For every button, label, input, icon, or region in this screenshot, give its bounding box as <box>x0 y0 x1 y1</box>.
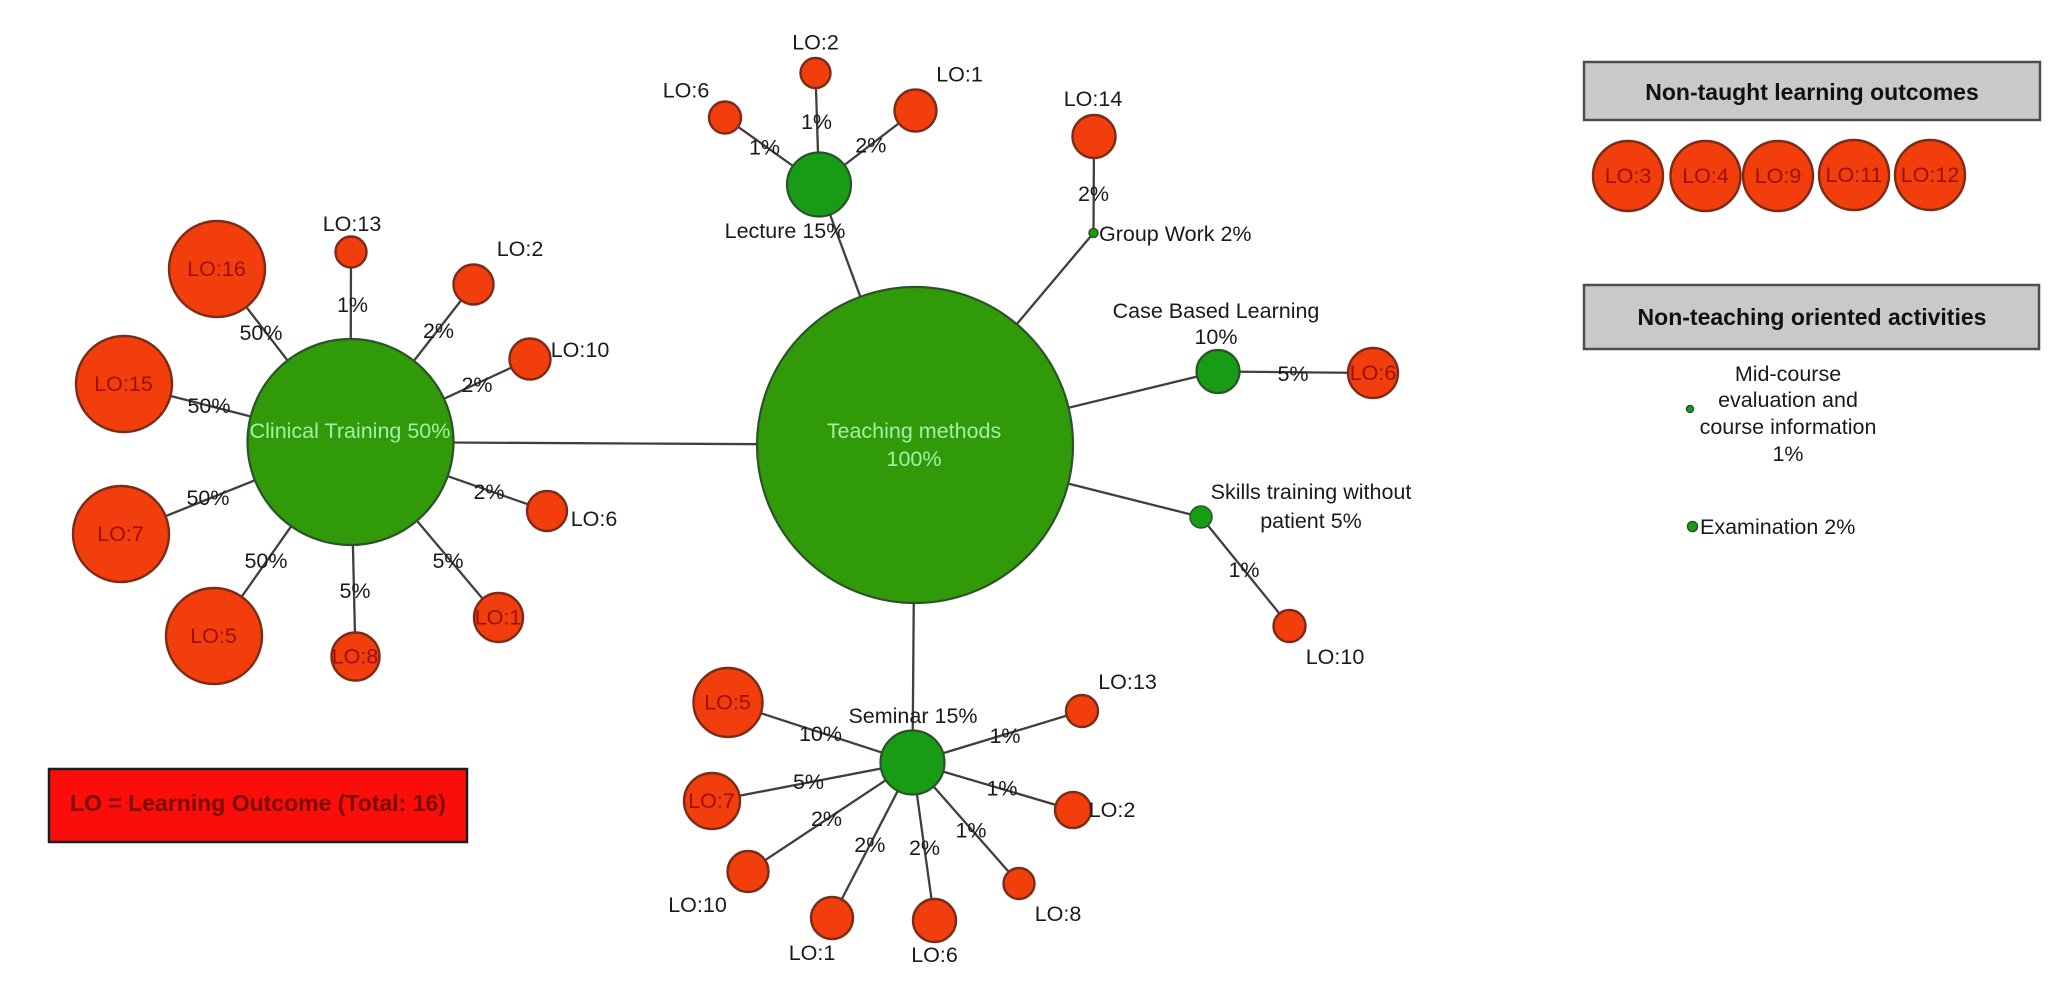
svg-text:1%: 1% <box>749 136 780 160</box>
svg-text:2%: 2% <box>1078 182 1109 206</box>
svg-text:2%: 2% <box>423 319 454 343</box>
svg-text:Non-teaching oriented activiti: Non-teaching oriented activities <box>1638 304 1987 330</box>
svg-text:LO:11: LO:11 <box>1826 163 1883 187</box>
svg-text:LO:9: LO:9 <box>1755 164 1802 188</box>
svg-text:Mid-course: Mid-course <box>1735 362 1841 386</box>
svg-text:course information: course information <box>1700 415 1877 439</box>
svg-text:5%: 5% <box>793 770 824 794</box>
svg-text:1%: 1% <box>337 293 368 317</box>
svg-text:LO:2: LO:2 <box>792 31 839 55</box>
svg-text:evaluation and: evaluation and <box>1718 388 1858 412</box>
svg-text:LO:2: LO:2 <box>1089 798 1136 822</box>
svg-text:LO:15: LO:15 <box>94 372 153 396</box>
svg-text:Teaching methods: Teaching methods <box>827 419 1002 443</box>
svg-text:LO:8: LO:8 <box>1035 902 1082 926</box>
svg-text:patient 5%: patient 5% <box>1260 509 1362 533</box>
svg-text:50%: 50% <box>244 549 287 573</box>
svg-text:LO:6: LO:6 <box>1350 361 1397 385</box>
svg-text:50%: 50% <box>186 486 229 510</box>
svg-text:LO:12: LO:12 <box>1901 163 1960 187</box>
svg-text:Examination 2%: Examination 2% <box>1700 515 1855 539</box>
svg-text:1%: 1% <box>955 819 986 843</box>
svg-text:LO:4: LO:4 <box>1682 164 1729 188</box>
svg-text:LO:7: LO:7 <box>97 522 144 546</box>
svg-text:LO:10: LO:10 <box>1306 645 1365 669</box>
svg-text:LO:16: LO:16 <box>187 257 246 281</box>
svg-text:2%: 2% <box>473 480 504 504</box>
svg-text:Clinical Training 50%: Clinical Training 50% <box>250 419 451 443</box>
svg-text:LO:6: LO:6 <box>663 79 710 103</box>
svg-text:1%: 1% <box>1228 558 1259 582</box>
svg-text:2%: 2% <box>811 807 842 831</box>
svg-text:LO:13: LO:13 <box>1098 670 1157 694</box>
svg-text:Group Work 2%: Group Work 2% <box>1099 222 1252 246</box>
svg-text:LO:6: LO:6 <box>911 943 958 967</box>
svg-text:LO:7: LO:7 <box>688 789 735 813</box>
svg-text:LO:1: LO:1 <box>936 63 983 87</box>
svg-text:LO:1: LO:1 <box>475 606 522 630</box>
svg-text:LO = Learning Outcome (Total:: LO = Learning Outcome (Total: 16) <box>70 790 446 816</box>
svg-text:Lecture 15%: Lecture 15% <box>725 219 846 243</box>
svg-text:LO:8: LO:8 <box>332 645 379 669</box>
svg-text:2%: 2% <box>461 373 492 397</box>
svg-text:Seminar 15%: Seminar 15% <box>848 704 977 728</box>
svg-text:5%: 5% <box>1277 362 1308 386</box>
svg-text:LO:10: LO:10 <box>668 893 727 917</box>
svg-text:Non-taught learning outcomes: Non-taught learning outcomes <box>1645 79 1979 105</box>
svg-text:5%: 5% <box>339 579 370 603</box>
svg-text:1%: 1% <box>801 110 832 134</box>
svg-text:LO:5: LO:5 <box>704 691 751 715</box>
svg-text:LO:6: LO:6 <box>571 507 618 531</box>
svg-text:LO:1: LO:1 <box>789 941 836 965</box>
svg-text:LO:14: LO:14 <box>1064 87 1123 111</box>
svg-text:1%: 1% <box>989 724 1020 748</box>
svg-text:LO:3: LO:3 <box>1605 164 1652 188</box>
svg-text:2%: 2% <box>854 833 885 857</box>
svg-text:Skills training without: Skills training without <box>1211 480 1412 504</box>
svg-text:1%: 1% <box>1772 442 1803 466</box>
svg-text:LO:13: LO:13 <box>323 212 382 236</box>
svg-text:10%: 10% <box>799 722 842 746</box>
svg-text:10%: 10% <box>1194 325 1237 349</box>
svg-text:100%: 100% <box>887 447 942 471</box>
svg-text:2%: 2% <box>855 134 886 158</box>
svg-text:5%: 5% <box>432 549 463 573</box>
svg-text:Case Based Learning: Case Based Learning <box>1113 299 1320 323</box>
svg-text:LO:10: LO:10 <box>551 338 610 362</box>
svg-text:2%: 2% <box>909 836 940 860</box>
svg-text:1%: 1% <box>986 777 1017 801</box>
svg-text:LO:2: LO:2 <box>497 237 544 261</box>
svg-text:50%: 50% <box>239 321 282 345</box>
svg-text:LO:5: LO:5 <box>190 624 237 648</box>
svg-text:50%: 50% <box>187 394 230 418</box>
